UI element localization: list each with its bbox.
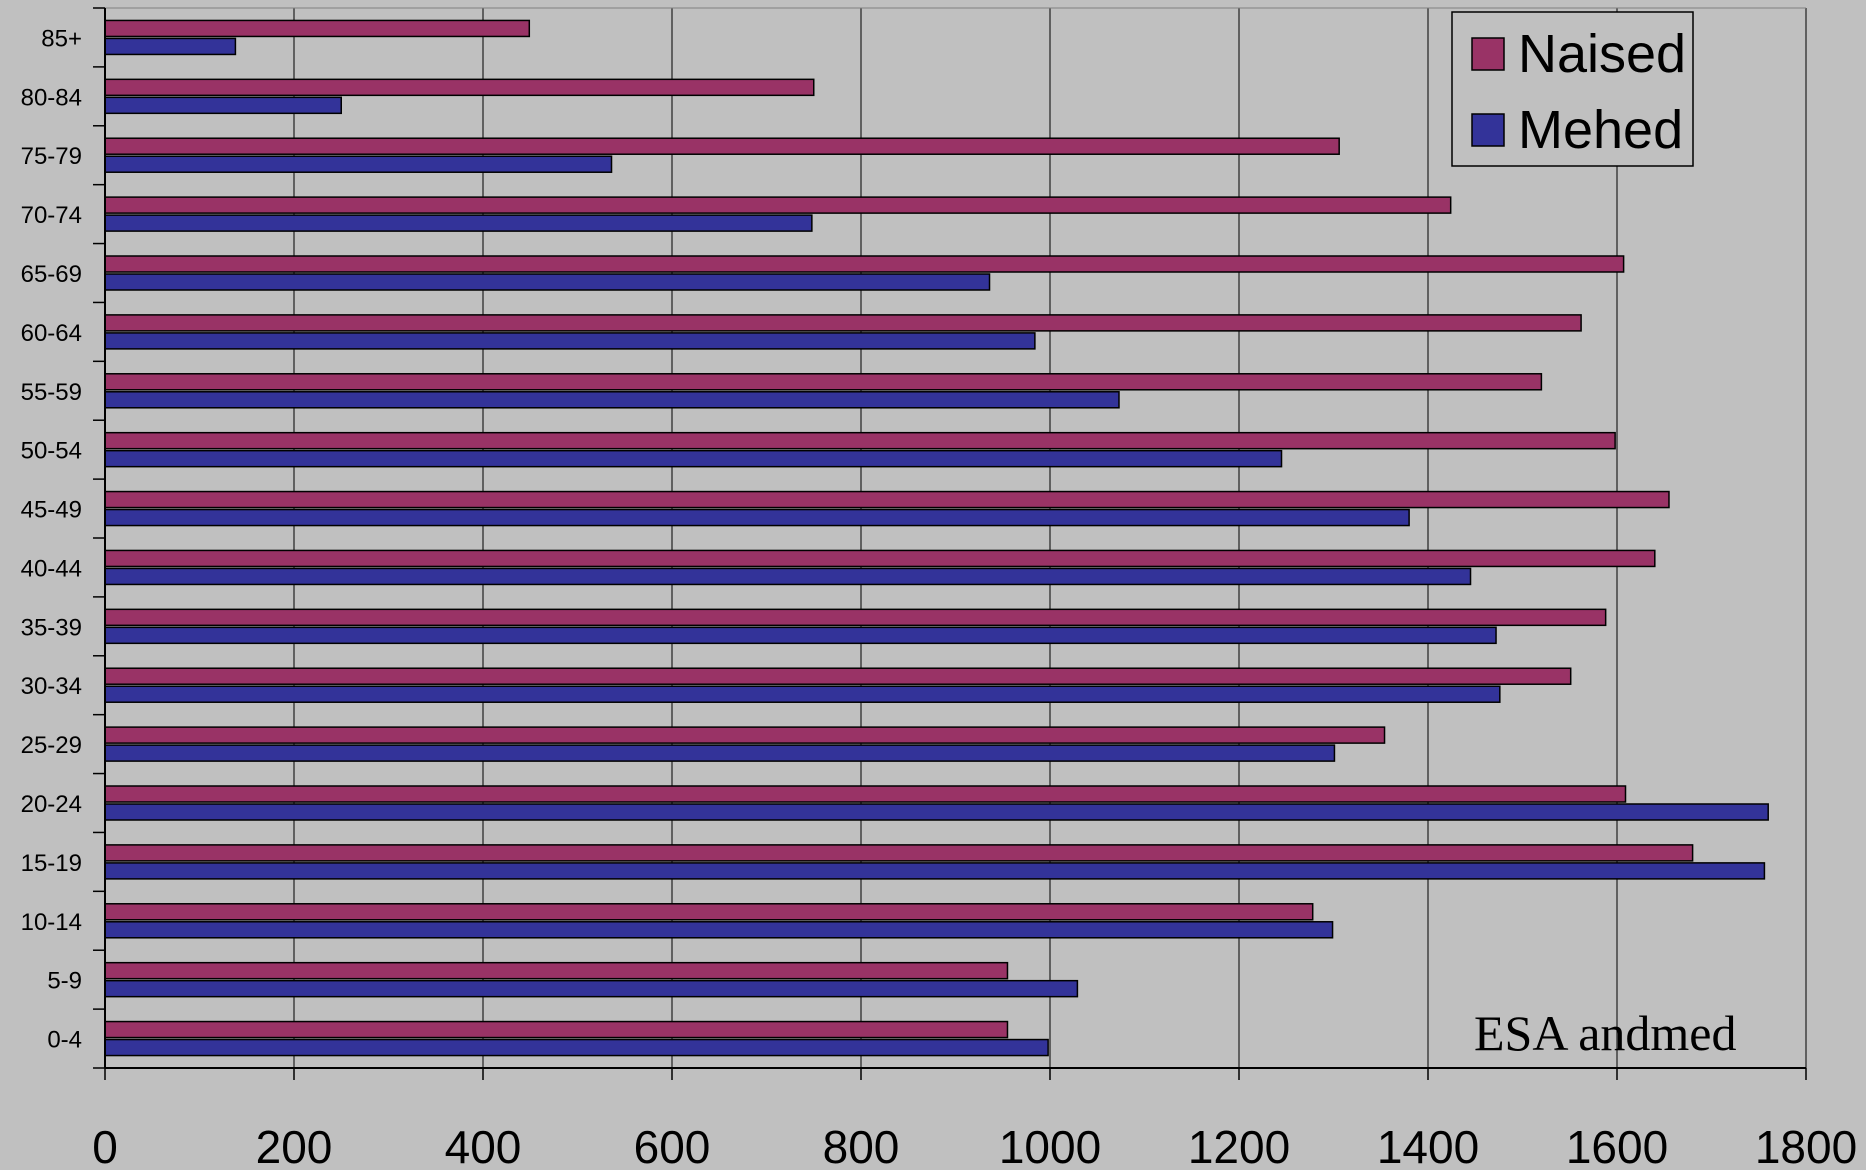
- bar-mehed: [105, 451, 1282, 467]
- legend-swatch-mehed: [1472, 114, 1504, 146]
- y-tick-label: 60-64: [21, 320, 82, 347]
- x-tick-label: 0: [92, 1121, 118, 1170]
- bar-naised: [105, 433, 1615, 449]
- bar-mehed: [105, 922, 1333, 938]
- bar-naised: [105, 845, 1693, 861]
- bar-mehed: [105, 38, 235, 54]
- bar-naised: [105, 904, 1313, 920]
- bar-naised: [105, 668, 1571, 684]
- y-tick-label: 40-44: [21, 555, 82, 582]
- bar-mehed: [105, 686, 1500, 702]
- bar-naised: [105, 138, 1339, 154]
- x-tick-label: 1000: [999, 1121, 1101, 1170]
- x-tick-label: 1800: [1755, 1121, 1857, 1170]
- legend-label-naised: Naised: [1518, 24, 1686, 84]
- y-tick-label: 55-59: [21, 379, 82, 406]
- x-tick-label: 600: [634, 1121, 711, 1170]
- bars: [105, 20, 1768, 1055]
- bar-naised: [105, 609, 1606, 625]
- y-tick-label: 65-69: [21, 261, 82, 288]
- bar-naised: [105, 20, 529, 36]
- bar-mehed: [105, 215, 812, 231]
- y-tick-label: 5-9: [47, 968, 82, 995]
- y-tick-labels: 0-4 5-9 10-14 15-19 20-24 25-29 30-34 35-39 40-4…: [21, 25, 82, 1053]
- bar-naised: [105, 374, 1541, 390]
- y-tick-label: 50-54: [21, 438, 82, 465]
- y-tick-label: 80-84: [21, 84, 82, 111]
- legend-swatch-naised: [1472, 38, 1504, 70]
- bar-naised: [105, 79, 814, 95]
- bar-mehed: [105, 392, 1119, 408]
- x-tick-label: 800: [823, 1121, 900, 1170]
- y-tick-label: 70-74: [21, 202, 82, 229]
- x-tick-label: 1200: [1188, 1121, 1290, 1170]
- y-tick-label: 25-29: [21, 732, 82, 759]
- y-tick-label: 0-4: [47, 1027, 82, 1054]
- bar-naised: [105, 315, 1581, 331]
- bar-mehed: [105, 627, 1496, 643]
- y-tick-label: 10-14: [21, 909, 82, 936]
- bar-naised: [105, 492, 1669, 508]
- x-tick-labels: 0 200 400 600 800 1000 1200 1400 1600 1800: [92, 1121, 1857, 1170]
- bar-naised: [105, 727, 1385, 743]
- bar-mehed: [105, 274, 990, 290]
- legend-label-mehed: Mehed: [1518, 100, 1683, 160]
- x-tick-label: 1600: [1566, 1121, 1668, 1170]
- bar-naised: [105, 197, 1451, 213]
- bar-naised: [105, 1022, 1007, 1038]
- y-tick-label: 85+: [41, 25, 82, 52]
- bar-naised: [105, 550, 1655, 566]
- bar-mehed: [105, 863, 1764, 879]
- bar-naised: [105, 963, 1007, 979]
- y-tick-label: 35-39: [21, 614, 82, 641]
- bar-mehed: [105, 510, 1409, 526]
- legend: Naised Mehed: [1452, 12, 1693, 166]
- y-tick-label: 45-49: [21, 497, 82, 524]
- y-tick-label: 30-34: [21, 673, 82, 700]
- bar-mehed: [105, 568, 1471, 584]
- y-tick-label: 15-19: [21, 850, 82, 877]
- bar-mehed: [105, 804, 1768, 820]
- bar-mehed: [105, 156, 612, 172]
- bar-naised: [105, 256, 1624, 272]
- bar-mehed: [105, 1040, 1048, 1056]
- bar-mehed: [105, 745, 1334, 761]
- y-tick-label: 75-79: [21, 143, 82, 170]
- x-tick-label: 200: [256, 1121, 333, 1170]
- source-annotation: ESA andmed: [1474, 1005, 1736, 1061]
- bar-naised: [105, 786, 1626, 802]
- bar-mehed: [105, 333, 1035, 349]
- bar-mehed: [105, 981, 1077, 997]
- x-tick-label: 400: [445, 1121, 522, 1170]
- x-tick-label: 1400: [1377, 1121, 1479, 1170]
- bar-mehed: [105, 97, 341, 113]
- y-tick-label: 20-24: [21, 791, 82, 818]
